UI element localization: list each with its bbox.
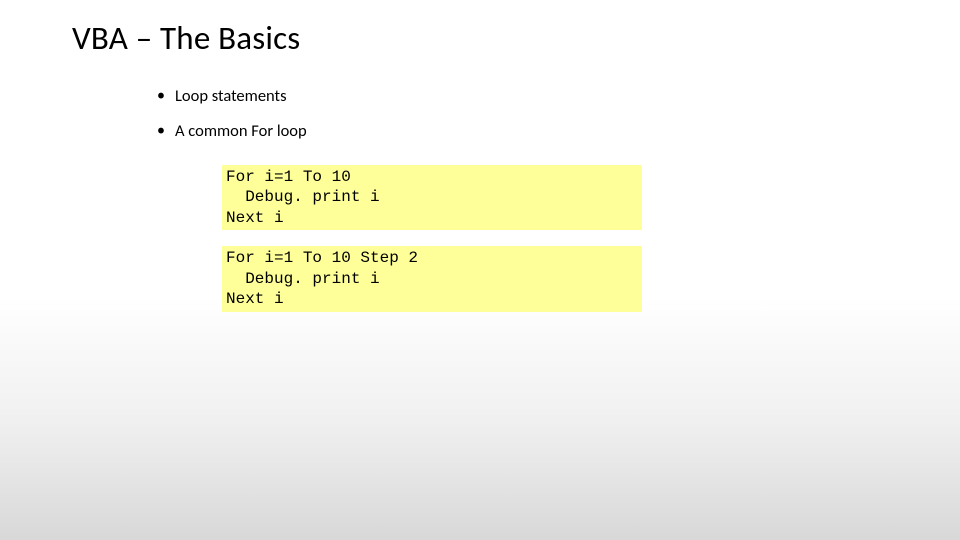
code-block: For i=1 To 10 Step 2 Debug. print i Next… <box>222 246 642 311</box>
code-area: For i=1 To 10 Debug. print i Next i For … <box>222 165 960 312</box>
slide-container: VBA – The Basics Loop statements A commo… <box>0 0 960 312</box>
slide-title: VBA – The Basics <box>72 18 960 58</box>
bullet-item: Loop statements <box>157 86 960 107</box>
bullet-list: Loop statements A common For loop <box>157 86 960 143</box>
bullet-item: A common For loop <box>157 121 960 142</box>
code-block: For i=1 To 10 Debug. print i Next i <box>222 165 642 230</box>
